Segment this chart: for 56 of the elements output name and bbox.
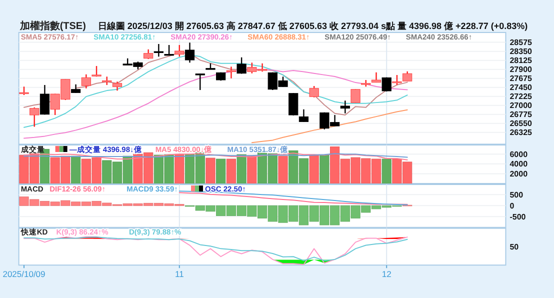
candlestick bbox=[402, 70, 412, 82]
candlestick bbox=[309, 85, 319, 98]
x-tick-label: 2025/10/09 bbox=[2, 269, 46, 280]
candlestick bbox=[195, 72, 205, 91]
candlestick bbox=[350, 88, 360, 104]
x-tick-label: 12 bbox=[382, 269, 392, 280]
candlestick bbox=[382, 76, 392, 92]
bar bbox=[309, 154, 319, 184]
y-tick-label: 2000 bbox=[510, 170, 528, 179]
y-tick-label: 0 bbox=[510, 201, 515, 210]
chart-title: 加權指數(TSE) bbox=[18, 20, 86, 32]
bar bbox=[174, 154, 184, 184]
candlestick bbox=[184, 42, 195, 64]
y-tick-label: 27675 bbox=[510, 74, 533, 84]
line-series bbox=[24, 152, 408, 160]
candlestick bbox=[30, 106, 40, 128]
y-tick-label: 27450 bbox=[510, 83, 533, 92]
candlestick bbox=[144, 48, 154, 60]
y-tick-label: 26775 bbox=[510, 110, 533, 120]
bar bbox=[236, 154, 246, 184]
y-tick-label: 4000 bbox=[510, 160, 528, 169]
y-tick-label: 6000 bbox=[510, 150, 528, 159]
candlestick bbox=[298, 108, 309, 123]
bar bbox=[216, 158, 226, 184]
chart-subtitle: 日線圖 2025/12/03 開 27605.63 高 27847.67 低 27605.63 收 27793.04 s點 量 4396.98 億 +228.77 (+0.83%) bbox=[98, 21, 528, 31]
y-tick-label: 500 bbox=[510, 190, 524, 200]
y-tick-label: 26550 bbox=[510, 119, 533, 128]
line-series bbox=[251, 109, 408, 144]
y-tick-label: 28125 bbox=[510, 56, 533, 66]
x-tick-label: 11 bbox=[174, 269, 184, 280]
y-tick-label: 27225 bbox=[510, 92, 533, 102]
candlestick bbox=[236, 56, 246, 74]
bar bbox=[278, 156, 288, 184]
bar bbox=[320, 154, 330, 184]
candlestick bbox=[226, 66, 236, 79]
y-tick-label: 27000 bbox=[510, 101, 533, 110]
bar bbox=[206, 158, 216, 184]
y-tick-label: 28350 bbox=[510, 47, 533, 56]
candlestick bbox=[174, 44, 184, 58]
bar bbox=[70, 156, 81, 184]
y-tick-label: 28575 bbox=[510, 38, 533, 48]
y-tick-label: -500 bbox=[510, 212, 526, 222]
candlestick bbox=[288, 92, 298, 116]
text: 50 bbox=[510, 242, 520, 252]
candlestick bbox=[340, 100, 350, 114]
bar bbox=[382, 158, 392, 184]
candlestick bbox=[164, 44, 174, 56]
bar bbox=[247, 155, 257, 184]
y-tick-label: 26325 bbox=[510, 128, 533, 138]
candlestick bbox=[81, 74, 91, 89]
candlestick bbox=[392, 74, 402, 86]
candlestick bbox=[40, 84, 50, 116]
candlestick bbox=[112, 81, 122, 92]
bar bbox=[226, 158, 236, 184]
candlestick bbox=[154, 43, 164, 58]
y-tick-label: 27900 bbox=[510, 65, 533, 74]
